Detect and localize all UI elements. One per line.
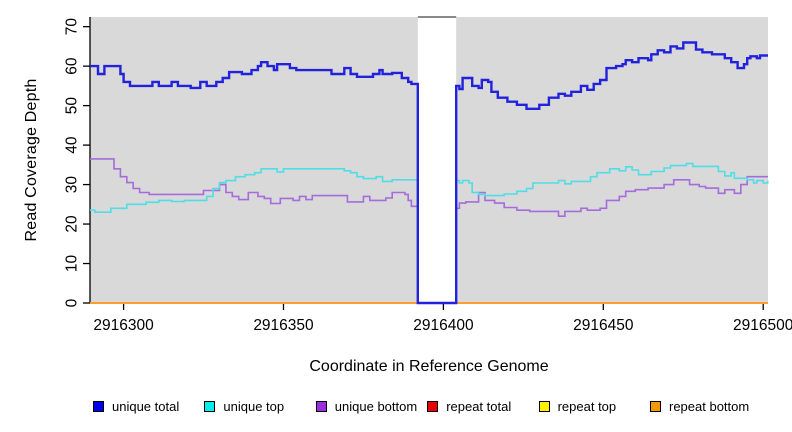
x-axis-title: Coordinate in Reference Genome — [309, 358, 549, 375]
legend-label: unique bottom — [334, 399, 418, 414]
y-tick-label: 70 — [64, 18, 81, 36]
legend-swatch-icon — [427, 401, 439, 412]
x-tick-label: 2916350 — [253, 317, 314, 334]
x-tick-label: 2916450 — [573, 317, 634, 334]
series-unique-top — [90, 162, 769, 304]
series-unique-total — [90, 41, 768, 305]
legend-label: unique total — [112, 399, 180, 414]
legend-item-unique-top: unique top — [204, 399, 284, 414]
legend-item-unique-bottom: unique bottom — [315, 399, 418, 414]
legend-item-repeat-top: repeat top — [538, 399, 617, 414]
legend-item-repeat-bottom: repeat bottom — [650, 399, 749, 414]
legend-swatch-icon — [538, 401, 550, 412]
legend-swatch-icon — [315, 401, 327, 412]
legend-label: repeat top — [557, 399, 617, 414]
legend: unique total unique top unique bottom repea… — [0, 0, 792, 414]
y-tick-label: 0 — [64, 298, 81, 307]
legend-label: unique top — [223, 399, 285, 414]
legend-swatch-icon — [204, 401, 216, 412]
x-tick-label: 2916400 — [413, 317, 474, 334]
x-tick-label: 2916500 — [733, 317, 792, 334]
y-tick-label: 50 — [64, 97, 81, 115]
y-tick-label: 40 — [64, 136, 81, 154]
legend-swatch-icon — [93, 401, 104, 412]
y-axis-title: Read Coverage Depth — [23, 78, 40, 242]
legend-item-unique-total: unique total — [93, 399, 179, 414]
legend-swatch-icon — [650, 401, 661, 412]
y-tick-label: 10 — [64, 255, 81, 273]
y-tick-label: 60 — [64, 57, 81, 75]
legend-item-repeat-total: repeat total — [427, 399, 511, 414]
legend-label: repeat total — [446, 399, 512, 414]
y-tick-label: 30 — [64, 176, 81, 194]
no-coverage-gap — [417, 17, 457, 303]
y-tick-label: 20 — [64, 215, 81, 233]
x-tick-label: 2916300 — [93, 317, 154, 334]
legend-label: repeat bottom — [669, 399, 750, 414]
